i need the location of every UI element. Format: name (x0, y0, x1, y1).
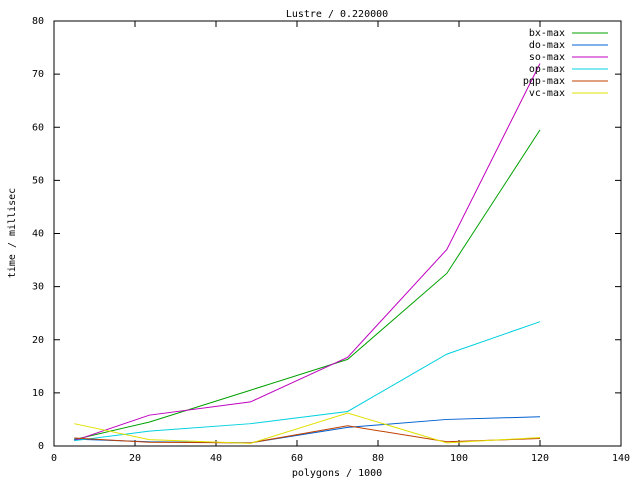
y-axis-label: time / millisec (7, 188, 18, 278)
series-line (74, 425, 541, 444)
chart-title: Lustre / 0.220000 (286, 9, 388, 20)
y-tick-label: 80 (32, 16, 44, 27)
x-tick-label: 100 (450, 453, 468, 464)
series-line (74, 63, 541, 442)
y-tick-label: 40 (32, 229, 44, 240)
y-tick-label: 50 (32, 175, 44, 186)
y-tick-label: 60 (32, 122, 44, 133)
legend-label: so-max (529, 52, 565, 63)
x-axis-label: polygons / 1000 (292, 468, 382, 479)
legend-label: bx-max (529, 28, 565, 39)
y-tick-label: 10 (32, 388, 44, 399)
series-line (74, 321, 541, 442)
x-tick-label: 140 (612, 453, 630, 464)
x-tick-label: 20 (129, 453, 141, 464)
x-tick-label: 80 (372, 453, 384, 464)
legend-label: pqp-max (523, 76, 565, 87)
legend-label: do-max (529, 40, 565, 51)
series-line (74, 129, 541, 441)
legend-label: vc-max (529, 88, 565, 99)
x-tick-label: 60 (291, 453, 303, 464)
y-tick-label: 30 (32, 282, 44, 293)
x-tick-label: 0 (51, 453, 57, 464)
x-tick-label: 120 (531, 453, 549, 464)
y-tick-label: 0 (38, 441, 44, 452)
y-tick-label: 70 (32, 69, 44, 80)
y-tick-label: 20 (32, 335, 44, 346)
series-line (74, 412, 541, 444)
x-tick-label: 40 (210, 453, 222, 464)
legend-label: op-max (529, 64, 565, 75)
